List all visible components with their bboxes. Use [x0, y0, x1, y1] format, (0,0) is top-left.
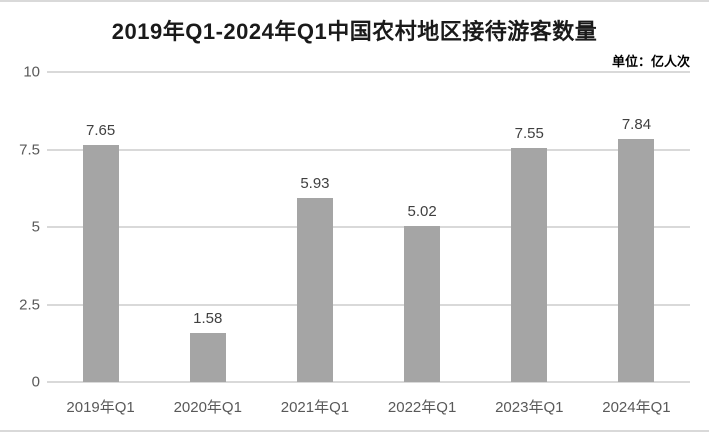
chart-title: 2019年Q1-2024年Q1中国农村地区接待游客数量: [111, 19, 598, 44]
bar-value-label: 7.65: [85, 121, 116, 139]
bar: [404, 226, 441, 382]
bar: [82, 144, 119, 382]
bar-column: 5.93 2021年Q1: [261, 72, 368, 416]
gridline: [47, 381, 690, 383]
bar-value-label: 7.55: [514, 124, 544, 142]
x-tick-label: 2020年Q1: [173, 399, 242, 416]
x-tick-label: 2024年Q1: [602, 399, 671, 416]
bar-column: 7.84 2024年Q1: [583, 72, 690, 416]
gridline: [47, 71, 690, 73]
bar-column: 7.65 2019年Q1: [47, 72, 154, 416]
bar: [618, 138, 655, 382]
bar: [189, 333, 226, 382]
x-tick-label: 2023年Q1: [495, 399, 564, 416]
y-tick-label: 5: [31, 218, 40, 236]
gridline: [47, 148, 690, 151]
gridline: [47, 226, 690, 228]
y-tick-label: 2.5: [19, 296, 40, 313]
plot-area: 7.65 2019年Q1 1.58 2020年Q1 5.93 2021年Q1 5.02 202…: [47, 71, 690, 416]
y-tick-label: 7.5: [19, 141, 40, 158]
bar-value-label: 1.58: [193, 310, 223, 328]
x-tick-label: 2021年Q1: [280, 399, 350, 416]
bar-column: 1.58 2020年Q1: [154, 72, 261, 416]
bar-column: 7.55 2023年Q1: [476, 72, 583, 416]
bar-value-label: 5.93: [300, 175, 330, 193]
unit-label: 单位：亿人次: [611, 54, 690, 69]
y-tick-label: 0: [31, 373, 40, 391]
x-tick-label: 2022年Q1: [387, 399, 457, 416]
bar: [296, 198, 333, 382]
bar-value-label: 7.84: [621, 115, 652, 133]
gridline: [47, 303, 690, 306]
bar-column: 5.02 2022年Q1: [369, 72, 476, 416]
bar-columns: 7.65 2019年Q1 1.58 2020年Q1 5.93 2021年Q1 5.02 202…: [47, 72, 690, 416]
bar: [511, 147, 548, 382]
bar-value-label: 5.02: [407, 203, 437, 221]
y-tick-label: 10: [23, 63, 40, 81]
x-tick-label: 2019年Q1: [66, 399, 135, 416]
